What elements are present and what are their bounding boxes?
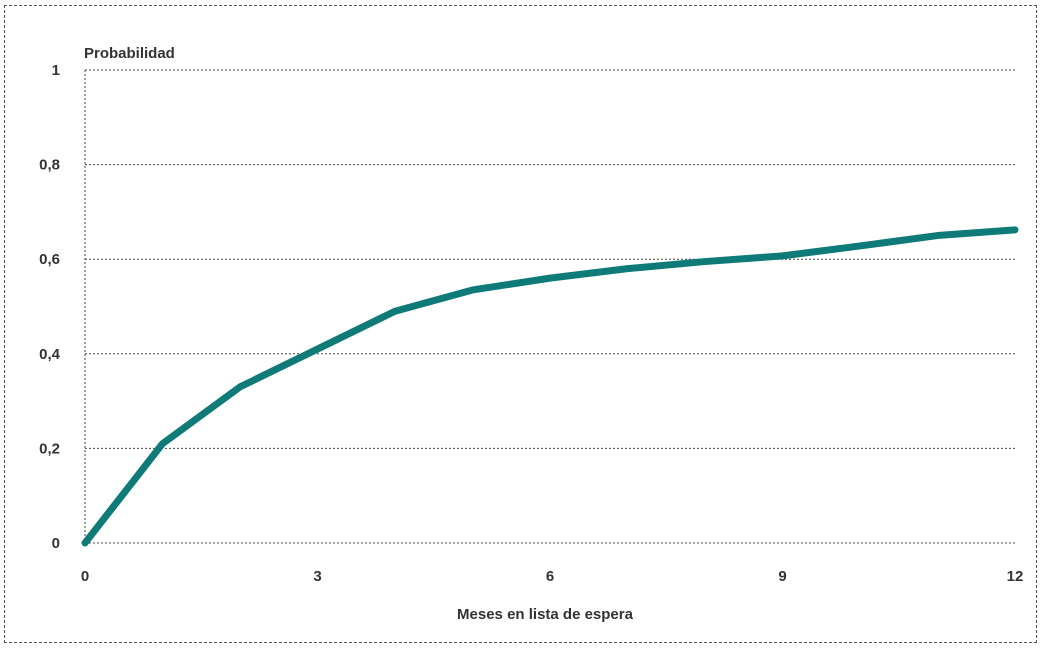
x-tick-label-0: 0: [81, 568, 89, 585]
y-tick-label-1: 0,2: [39, 440, 60, 457]
y-tick-label-4: 0,8: [39, 157, 60, 174]
series-line-0: [81, 226, 1019, 547]
y-tick-label-5: 1: [52, 62, 60, 79]
y-tick-label-2: 0,4: [39, 346, 61, 363]
y-axis: 0 0,2 0,4 0,6 0,8 1: [39, 62, 86, 552]
y-tick-label-0: 0: [52, 535, 60, 552]
x-axis: 0 3 6 9 12: [81, 542, 1024, 585]
y-tick-label-3: 0,6: [39, 251, 60, 268]
gridlines: [85, 69, 1015, 449]
x-axis-title: Meses en lista de espera: [457, 606, 634, 623]
chart-frame: [4, 5, 1037, 643]
x-tick-label-4: 12: [1007, 568, 1024, 585]
x-tick-label-2: 6: [546, 568, 554, 585]
series-layer: [81, 226, 1019, 547]
x-tick-label-1: 3: [313, 568, 321, 585]
y-axis-title: Probabilidad: [84, 45, 175, 62]
x-tick-label-3: 9: [778, 568, 786, 585]
